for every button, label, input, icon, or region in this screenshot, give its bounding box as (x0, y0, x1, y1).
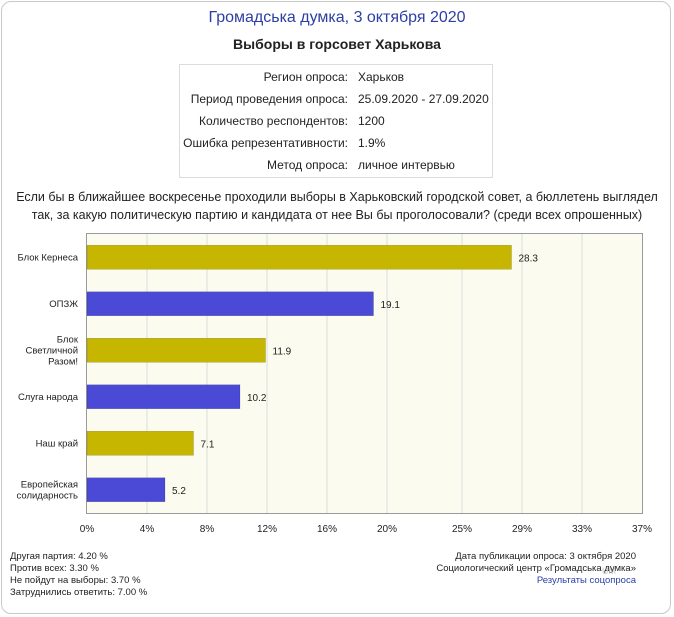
info-value: личное интервью (358, 158, 455, 172)
x-tick-label: 4% (140, 524, 155, 535)
x-tick-label: 37% (632, 524, 652, 535)
info-row-method: Метод опроса: личное интервью (180, 156, 492, 174)
info-label: Период проведения опроса: (190, 92, 348, 106)
bar (86, 384, 241, 409)
info-value: 25.09.2020 - 27.09.2020 (358, 92, 489, 106)
bar (86, 431, 194, 456)
bar-value-label: 11.9 (273, 346, 292, 357)
survey-question: Если бы в ближайшее воскресенье проходил… (0, 188, 674, 224)
category-label-line: Блок Кернеса (17, 252, 78, 263)
info-value: 1200 (358, 114, 385, 128)
category-label: ОПЗЖ (49, 299, 78, 310)
other-party: Другая партия: 4.20 % (10, 551, 108, 562)
bar (86, 245, 512, 270)
category-label-line: Наш край (36, 438, 78, 449)
category-label-line: ОПЗЖ (49, 299, 78, 310)
info-row-region: Регион опроса: Харьков (180, 68, 492, 86)
bar-value-label: 5.2 (172, 486, 186, 497)
x-tick-label: 16% (317, 524, 337, 535)
x-tick-label: 20% (377, 524, 397, 535)
category-label: Блок Светличной Разом! (25, 334, 78, 367)
publication-info: Дата публикации опроса: 3 октября 2020 С… (436, 551, 636, 587)
results-link[interactable]: Результаты соцопроса (536, 575, 636, 586)
x-tick-label: 29% (512, 524, 532, 535)
research-center: Социологический центр «Громадська думка» (436, 563, 636, 574)
bar-value-label: 19.1 (381, 300, 401, 311)
chart-subtitle: Выборы в горсовет Харькова (233, 36, 441, 52)
undecided: Затруднились ответить: 7.00 % (10, 587, 148, 598)
x-tick-label: 0% (80, 524, 95, 535)
other-results: Другая партия: 4.20 % Против всех: 3.30 … (10, 551, 147, 599)
info-label: Количество респондентов: (199, 114, 348, 128)
category-label: Европейская солидарность (17, 479, 79, 501)
x-tick-label: 33% (572, 524, 592, 535)
info-value: Харьков (358, 70, 405, 84)
category-label: Блок Кернеса (17, 252, 78, 263)
info-label: Регион опроса: (263, 70, 348, 84)
x-tick-label: 12% (257, 524, 277, 535)
watermark: UM (602, 566, 616, 576)
info-row-respondents: Количество респондентов: 1200 (180, 112, 492, 130)
publication-date: Дата публикации опроса: 3 октября 2020 (455, 551, 636, 562)
category-label-line: Разом! (48, 356, 78, 367)
info-row-error: Ошибка репрезентативности: 1.9% (180, 134, 492, 152)
plot-area (86, 233, 643, 514)
bar-value-label: 7.1 (201, 439, 215, 450)
chart-title: Громадська думка, 3 октября 2020 (208, 9, 466, 26)
info-row-period: Период проведения опроса: 25.09.2020 - 2… (180, 90, 492, 108)
category-label-line: Блок (57, 334, 79, 345)
category-label-line: Слуга народа (18, 392, 79, 403)
bar-value-label: 28.3 (519, 253, 539, 264)
survey-info-table: Регион опроса: Харьков Период проведения… (179, 64, 493, 178)
x-tick-label: 25% (452, 524, 472, 535)
bar (86, 291, 374, 316)
will-not-vote: Не пойдут на выборы: 3.70 % (10, 575, 141, 586)
bar-value-label: 10.2 (247, 393, 267, 404)
question-line-2: так, за какую политическую партию и канд… (31, 208, 643, 222)
against-all: Против всех: 3.30 % (10, 563, 99, 574)
bar (86, 477, 166, 502)
category-label-line: Светличной (25, 345, 78, 356)
category-label-line: Европейская (21, 479, 78, 490)
info-label: Ошибка репрезентативности: (183, 136, 348, 150)
question-line-1: Если бы в ближайшее воскресенье проходил… (16, 190, 658, 204)
x-tick-label: 8% (200, 524, 215, 535)
bar (86, 338, 266, 363)
info-label: Метод опроса: (266, 158, 348, 172)
category-label: Слуга народа (18, 392, 79, 403)
category-label-line: солидарность (17, 490, 79, 501)
category-label: Наш край (36, 438, 78, 449)
info-value: 1.9% (358, 136, 386, 150)
